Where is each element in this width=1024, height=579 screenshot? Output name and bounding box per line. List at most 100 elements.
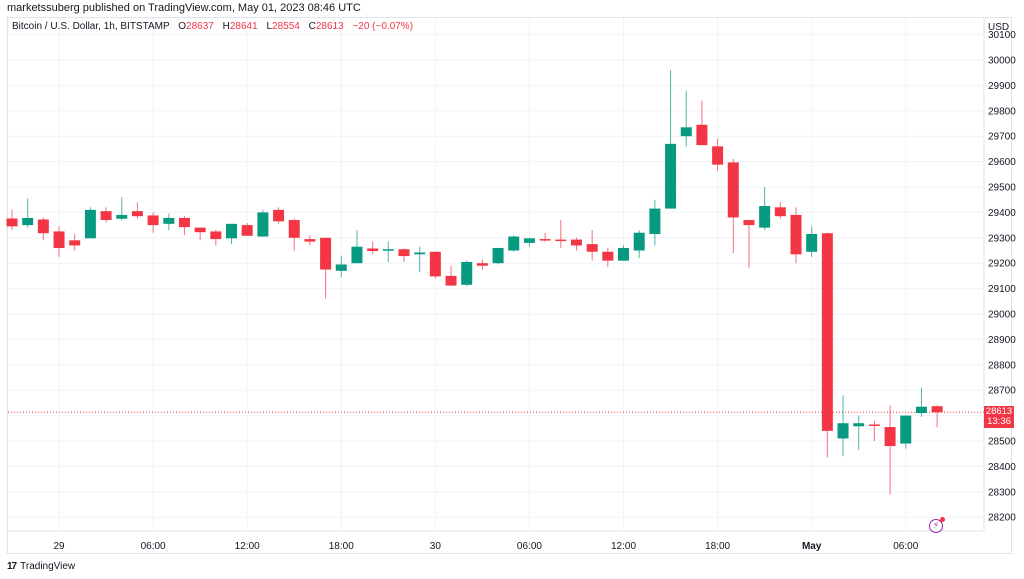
candle[interactable] — [743, 220, 755, 269]
candle[interactable] — [241, 223, 253, 236]
candle[interactable] — [288, 218, 300, 251]
candle[interactable] — [382, 241, 394, 262]
price-tick-label: 30000 — [988, 56, 1016, 67]
price-axis-labels: 30100 30000 29900 29800 29700 29600 29500 29400… — [988, 30, 1016, 524]
candle[interactable] — [586, 230, 598, 261]
candle[interactable] — [53, 226, 65, 257]
candle[interactable] — [461, 260, 473, 287]
candle[interactable] — [429, 251, 441, 279]
candle[interactable] — [759, 187, 771, 231]
low-label: L — [266, 21, 273, 32]
price-tick-label: 29700 — [988, 132, 1016, 143]
candle[interactable] — [492, 247, 504, 265]
candle[interactable] — [837, 395, 849, 457]
time-tick-label: 18:00 — [329, 541, 354, 552]
candle[interactable] — [774, 202, 786, 219]
candle[interactable] — [37, 217, 49, 241]
candle[interactable] — [900, 415, 912, 449]
high-value: 28641 — [229, 21, 258, 32]
candle[interactable] — [915, 387, 927, 417]
candle[interactable] — [147, 212, 159, 233]
candle[interactable] — [320, 237, 332, 299]
candle[interactable] — [790, 207, 802, 264]
time-tick-label: 06:00 — [517, 541, 542, 552]
candle[interactable] — [806, 226, 818, 257]
candle[interactable] — [821, 232, 833, 458]
symbol-title: Bitcoin / U.S. Dollar, 1h, BITSTAMP — [12, 21, 170, 32]
tradingview-wordmark: TradingView — [20, 561, 76, 572]
candle[interactable] — [680, 90, 692, 147]
price-tick-label: 29100 — [988, 284, 1016, 295]
candle[interactable] — [116, 197, 128, 221]
candle[interactable] — [712, 138, 724, 171]
candle[interactable] — [131, 202, 143, 219]
time-tick-label: 06:00 — [141, 541, 166, 552]
candle[interactable] — [335, 255, 347, 278]
last-price-value: 28613 — [985, 406, 1013, 418]
candle[interactable] — [539, 232, 551, 242]
price-tick-label: 29000 — [988, 310, 1016, 321]
candle[interactable] — [257, 209, 269, 237]
candle[interactable] — [445, 265, 457, 287]
candle[interactable] — [618, 245, 630, 261]
candle[interactable] — [273, 207, 285, 224]
bar-countdown: 13:36 — [987, 416, 1011, 428]
candle[interactable] — [931, 405, 943, 428]
candle[interactable] — [100, 207, 112, 223]
candle[interactable] — [649, 199, 661, 246]
price-tick-label: 29400 — [988, 208, 1016, 219]
candle[interactable] — [84, 207, 96, 239]
high-label: H — [222, 21, 230, 32]
candle[interactable] — [178, 216, 190, 236]
candle[interactable] — [6, 209, 18, 231]
change-value: −20 (−0.07%) — [352, 21, 414, 32]
time-tick-label: May — [802, 541, 822, 552]
time-tick-label: 30 — [430, 541, 442, 552]
price-tick-label: 29500 — [988, 183, 1016, 194]
price-tick-label: 29800 — [988, 106, 1016, 117]
candle[interactable] — [884, 405, 896, 495]
candle[interactable] — [351, 230, 363, 264]
price-tick-label: 28900 — [988, 335, 1016, 346]
candle[interactable] — [22, 198, 34, 228]
price-tick-label: 28200 — [988, 513, 1016, 524]
candle[interactable] — [414, 246, 426, 273]
candle[interactable] — [508, 235, 520, 252]
candle[interactable] — [602, 247, 614, 268]
publisher-caption: marketssuberg published on TradingView.c… — [7, 2, 361, 14]
time-tick-label: 18:00 — [705, 541, 730, 552]
candle[interactable] — [476, 259, 488, 270]
candle[interactable] — [226, 223, 238, 245]
notification-dot — [940, 517, 945, 522]
candle[interactable] — [194, 227, 206, 241]
open-label: O — [178, 21, 187, 32]
candle[interactable] — [304, 235, 316, 246]
price-tick-label: 29300 — [988, 233, 1016, 244]
candle[interactable] — [210, 229, 222, 246]
candle[interactable] — [868, 420, 880, 441]
price-tick-label: 28700 — [988, 386, 1016, 397]
candle[interactable] — [727, 159, 739, 254]
candle[interactable] — [69, 233, 81, 251]
candle[interactable] — [555, 220, 567, 248]
candle[interactable] — [853, 415, 865, 450]
candle[interactable] — [665, 70, 677, 209]
time-tick-label: 12:00 — [235, 541, 260, 552]
candle[interactable] — [523, 237, 535, 247]
candle[interactable] — [633, 230, 645, 259]
grid-lines — [8, 18, 985, 532]
tradingview-mark-icon: 17 — [7, 561, 17, 572]
price-tick-label: 29200 — [988, 259, 1016, 270]
candle[interactable] — [367, 241, 379, 255]
candles — [6, 70, 943, 495]
candle[interactable] — [398, 248, 410, 262]
time-tick-label: 12:00 — [611, 541, 636, 552]
close-label: C — [308, 21, 316, 32]
tradingview-logo[interactable]: 17 TradingView — [7, 561, 75, 572]
candle[interactable] — [570, 237, 582, 251]
price-tick-label: 30100 — [988, 30, 1016, 41]
lightning-icon[interactable]: ⚡ — [929, 517, 945, 533]
candle[interactable] — [163, 213, 175, 231]
candle[interactable] — [696, 100, 708, 146]
